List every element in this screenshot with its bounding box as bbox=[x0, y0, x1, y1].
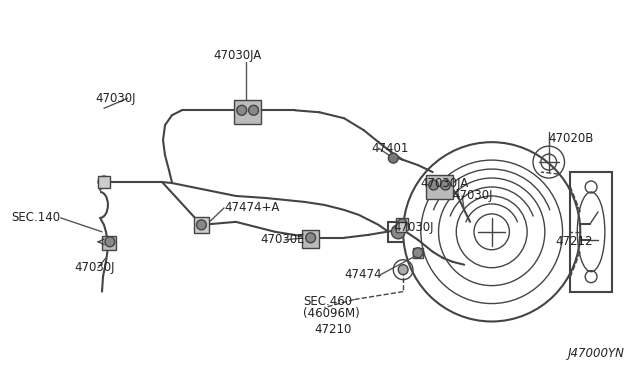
Bar bbox=[413, 248, 423, 258]
Text: 47401: 47401 bbox=[372, 142, 409, 155]
Text: 47030JA: 47030JA bbox=[421, 176, 469, 189]
Text: 47030JA: 47030JA bbox=[214, 49, 262, 62]
Circle shape bbox=[249, 105, 259, 115]
Text: 47030E: 47030E bbox=[261, 233, 305, 246]
Text: 47210: 47210 bbox=[315, 323, 352, 336]
Bar bbox=[234, 100, 261, 124]
Bar bbox=[193, 217, 209, 233]
Text: 47212: 47212 bbox=[556, 235, 593, 248]
Circle shape bbox=[105, 237, 115, 247]
Bar bbox=[396, 218, 408, 230]
Text: 47474: 47474 bbox=[344, 268, 381, 281]
Circle shape bbox=[397, 219, 407, 229]
Bar bbox=[396, 222, 406, 232]
Text: 47030J: 47030J bbox=[452, 189, 493, 202]
Text: (46096M): (46096M) bbox=[303, 307, 360, 320]
Circle shape bbox=[306, 233, 316, 243]
Text: 47030J: 47030J bbox=[74, 261, 115, 274]
Circle shape bbox=[398, 265, 408, 275]
Bar bbox=[570, 172, 612, 292]
Circle shape bbox=[237, 105, 246, 115]
Circle shape bbox=[429, 180, 438, 190]
Text: J47000YN: J47000YN bbox=[568, 347, 625, 360]
Circle shape bbox=[196, 220, 206, 230]
Circle shape bbox=[440, 180, 451, 190]
Circle shape bbox=[413, 248, 423, 258]
Circle shape bbox=[98, 176, 110, 188]
Bar bbox=[102, 236, 116, 250]
Bar bbox=[426, 175, 453, 199]
Text: SEC.140: SEC.140 bbox=[12, 211, 61, 224]
Text: 47474+A: 47474+A bbox=[224, 201, 280, 214]
Circle shape bbox=[388, 153, 398, 163]
Bar bbox=[302, 230, 319, 248]
Text: 47020B: 47020B bbox=[548, 132, 594, 145]
Bar bbox=[98, 176, 110, 188]
Text: SEC.460: SEC.460 bbox=[303, 295, 352, 308]
Circle shape bbox=[391, 225, 405, 239]
Text: 47030J: 47030J bbox=[95, 92, 136, 105]
Text: 47030J: 47030J bbox=[394, 221, 434, 234]
